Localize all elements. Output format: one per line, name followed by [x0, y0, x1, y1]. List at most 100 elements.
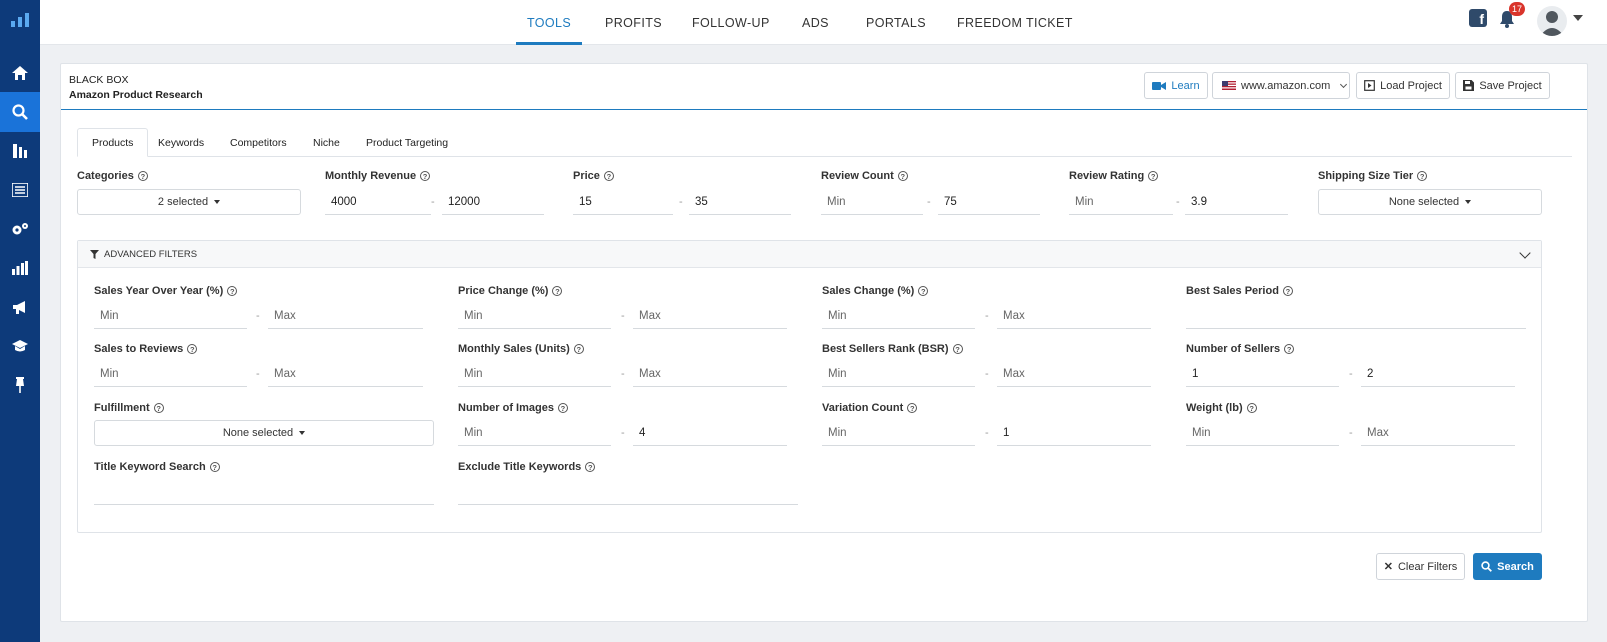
chevron-down-icon[interactable]	[1573, 15, 1583, 21]
review-rating-min[interactable]: Min	[1069, 189, 1173, 215]
home-icon[interactable]	[0, 53, 40, 93]
price-min[interactable]: 15	[573, 189, 673, 215]
range-separator: -	[985, 310, 989, 322]
help-icon[interactable]: ?	[1282, 286, 1293, 296]
megaphone-icon[interactable]	[0, 287, 40, 327]
review-count-max[interactable]: 75	[938, 189, 1040, 215]
price-max[interactable]: 35	[689, 189, 791, 215]
help-icon[interactable]: ?	[603, 171, 614, 181]
monthly-sales-units-label: Monthly Sales (Units)?	[458, 343, 584, 355]
help-icon[interactable]: ?	[1284, 344, 1295, 354]
monthly-revenue-max[interactable]: 12000	[442, 189, 544, 215]
review-count-min[interactable]: Min	[821, 189, 923, 215]
help-icon[interactable]: ?	[585, 462, 596, 472]
monthly-revenue-min[interactable]: 4000	[325, 189, 431, 215]
advanced-filters-title: ADVANCED FILTERS	[90, 249, 197, 260]
variation-count-max[interactable]: 1	[997, 420, 1151, 446]
tab-products[interactable]: Products	[77, 128, 149, 157]
best-sales-period-input[interactable]	[1186, 303, 1526, 329]
help-icon[interactable]: ?	[187, 344, 198, 354]
help-icon[interactable]: ?	[137, 171, 148, 181]
nav-portals[interactable]: PORTALS	[866, 15, 926, 30]
gears-icon[interactable]	[0, 209, 40, 249]
graduation-icon[interactable]	[0, 326, 40, 366]
weight-max[interactable]: Max	[1361, 420, 1515, 446]
load-project-label: Load Project	[1380, 79, 1442, 92]
help-icon[interactable]: ?	[209, 462, 220, 472]
number-of-sellers-label: Number of Sellers?	[1186, 343, 1295, 355]
help-icon[interactable]: ?	[1417, 171, 1428, 181]
title-keyword-search-input[interactable]	[94, 479, 434, 505]
chevron-down-icon[interactable]	[1519, 247, 1531, 259]
chart-icon[interactable]	[0, 248, 40, 288]
range-separator: -	[256, 310, 260, 322]
brand-logo-icon[interactable]	[0, 0, 40, 40]
save-project-button[interactable]: Save Project	[1455, 72, 1550, 99]
number-of-images-min[interactable]: Min	[458, 420, 611, 446]
help-icon[interactable]: ?	[952, 344, 963, 354]
marketplace-label: www.amazon.com	[1241, 79, 1331, 92]
range-separator: -	[621, 310, 625, 322]
clear-filters-button[interactable]: ✕ Clear Filters	[1376, 553, 1465, 580]
tab-niche[interactable]: Niche	[313, 136, 340, 149]
price-change-min[interactable]: Min	[458, 303, 611, 329]
nav-freedom-ticket[interactable]: FREEDOM TICKET	[957, 15, 1073, 30]
load-project-button[interactable]: Load Project	[1356, 72, 1450, 99]
bsr-min[interactable]: Min	[822, 361, 975, 387]
sales-to-reviews-min[interactable]: Min	[94, 361, 247, 387]
weight-label: Weight (lb)?	[1186, 402, 1257, 414]
help-icon[interactable]: ?	[552, 286, 563, 296]
tab-keywords[interactable]: Keywords	[158, 136, 205, 149]
exclude-title-keywords-input[interactable]	[458, 479, 798, 505]
number-of-images-max[interactable]: 4	[633, 420, 787, 446]
search-button[interactable]: Search	[1473, 553, 1542, 580]
help-icon[interactable]: ?	[897, 171, 908, 181]
fulfillment-dropdown[interactable]: None selected	[94, 420, 434, 446]
caret-down-icon	[1465, 200, 1472, 204]
range-separator: -	[1349, 427, 1353, 439]
tab-competitors[interactable]: Competitors	[230, 136, 287, 149]
nav-profits[interactable]: PROFITS	[605, 15, 662, 30]
help-icon[interactable]: ?	[420, 171, 431, 181]
sales-to-reviews-max[interactable]: Max	[268, 361, 423, 387]
learn-button[interactable]: Learn	[1144, 72, 1208, 99]
review-rating-max[interactable]: 3.9	[1185, 189, 1288, 215]
number-of-sellers-min[interactable]: 1	[1186, 361, 1339, 387]
number-of-sellers-max[interactable]: 2	[1361, 361, 1515, 387]
sales-change-min[interactable]: Min	[822, 303, 975, 329]
advanced-filters-header[interactable]: ADVANCED FILTERS	[78, 241, 1541, 268]
avatar[interactable]	[1537, 6, 1567, 36]
tools-icon[interactable]	[0, 131, 40, 171]
search-icon[interactable]	[0, 92, 40, 132]
list-icon[interactable]	[0, 170, 40, 210]
help-icon[interactable]: ?	[1148, 171, 1159, 181]
sales-yoy-min[interactable]: Min	[94, 303, 247, 329]
bsr-max[interactable]: Max	[997, 361, 1151, 387]
price-change-max[interactable]: Max	[633, 303, 787, 329]
sales-yoy-max[interactable]: Max	[268, 303, 423, 329]
tab-product-targeting[interactable]: Product Targeting	[366, 136, 449, 149]
help-icon[interactable]: ?	[557, 403, 568, 413]
categories-dropdown[interactable]: 2 selected	[77, 189, 301, 215]
help-icon[interactable]: ?	[573, 344, 584, 354]
nav-follow-up[interactable]: FOLLOW-UP	[692, 15, 770, 30]
help-icon[interactable]: ?	[918, 286, 929, 296]
nav-ads[interactable]: ADS	[802, 15, 829, 30]
sales-change-max[interactable]: Max	[997, 303, 1151, 329]
marketplace-select[interactable]: www.amazon.com	[1212, 72, 1350, 99]
nav-tools[interactable]: TOOLS	[515, 0, 583, 45]
help-icon[interactable]: ?	[227, 286, 238, 296]
number-of-images-label: Number of Images?	[458, 402, 568, 414]
weight-min[interactable]: Min	[1186, 420, 1339, 446]
monthly-sales-units-min[interactable]: Min	[458, 361, 611, 387]
monthly-sales-units-max[interactable]: Max	[633, 361, 787, 387]
save-icon	[1463, 80, 1475, 91]
pin-icon[interactable]	[0, 365, 40, 405]
bsr-label: Best Sellers Rank (BSR)?	[822, 343, 963, 355]
variation-count-min[interactable]: Min	[822, 420, 975, 446]
help-icon[interactable]: ?	[1246, 403, 1257, 413]
help-icon[interactable]: ?	[153, 403, 164, 413]
shipping-size-tier-dropdown[interactable]: None selected	[1318, 189, 1542, 215]
facebook-icon[interactable]: f	[1469, 9, 1487, 27]
help-icon[interactable]: ?	[907, 403, 918, 413]
